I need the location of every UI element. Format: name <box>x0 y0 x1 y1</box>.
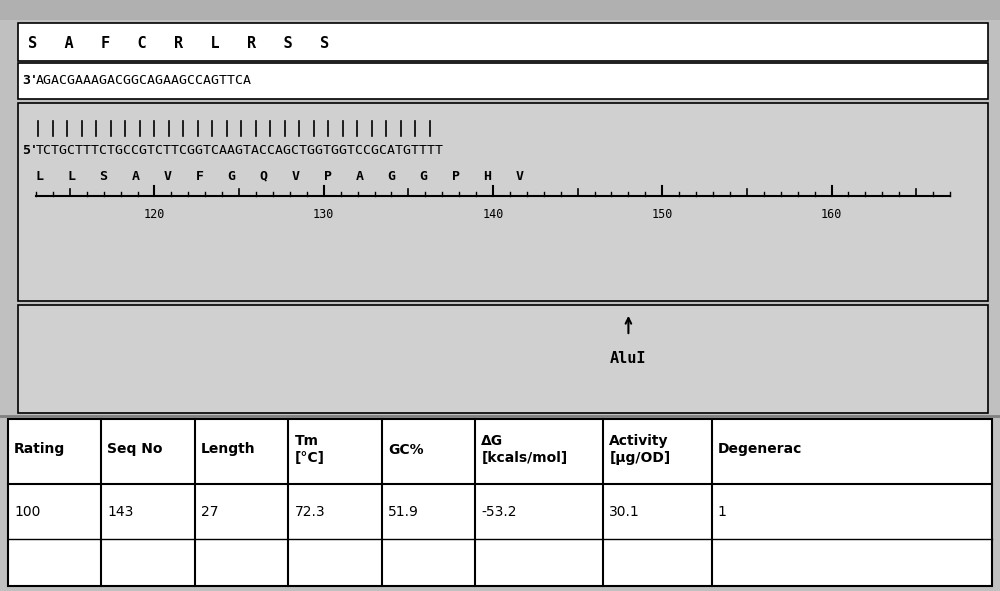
Bar <box>18 305 988 413</box>
Text: 100: 100 <box>14 505 40 518</box>
Text: 5': 5' <box>22 145 38 157</box>
Bar <box>8 419 992 586</box>
Text: AluI: AluI <box>610 351 647 366</box>
Text: Tm
[°C]: Tm [°C] <box>294 434 324 465</box>
Text: S   A   F   C   R   L   R   S   S: S A F C R L R S S <box>28 35 329 50</box>
Bar <box>0 0 1000 20</box>
Text: GC%: GC% <box>388 443 424 456</box>
Text: -53.2: -53.2 <box>481 505 517 518</box>
Text: Degenerac: Degenerac <box>718 443 802 456</box>
Text: 140: 140 <box>482 208 504 221</box>
Text: 150: 150 <box>652 208 673 221</box>
Text: 27: 27 <box>201 505 218 518</box>
Text: 72.3: 72.3 <box>294 505 325 518</box>
Text: L   L   S   A   V   F   G   Q   V   P   A   G   G   P   H   V: L L S A V F G Q V P A G G P H V <box>36 170 524 183</box>
Text: 3': 3' <box>22 74 38 87</box>
Text: TCTGCTTTCTGCCGTCTTCGGTCAAGTACCAGCTGGTGGTCCGCATGTTTT: TCTGCTTTCTGCCGTCTTCGGTCAAGTACCAGCTGGTGGT… <box>36 145 444 157</box>
Bar <box>18 63 988 99</box>
Text: 130: 130 <box>313 208 334 221</box>
Text: 1: 1 <box>718 505 726 518</box>
Bar <box>18 103 988 301</box>
Bar <box>18 23 988 61</box>
Text: AGACGAAAGACGGCAGAAGCCAGTTCA: AGACGAAAGACGGCAGAAGCCAGTTCA <box>36 74 252 87</box>
Text: 143: 143 <box>107 505 134 518</box>
Text: 120: 120 <box>144 208 165 221</box>
Text: 30.1: 30.1 <box>609 505 640 518</box>
Text: 160: 160 <box>821 208 842 221</box>
Text: Rating: Rating <box>14 443 65 456</box>
Text: ΔG
[kcals/mol]: ΔG [kcals/mol] <box>481 434 568 465</box>
Text: Activity
[μg/OD]: Activity [μg/OD] <box>609 434 671 465</box>
Text: 51.9: 51.9 <box>388 505 419 518</box>
Text: Length: Length <box>201 443 256 456</box>
Text: Seq No: Seq No <box>107 443 163 456</box>
